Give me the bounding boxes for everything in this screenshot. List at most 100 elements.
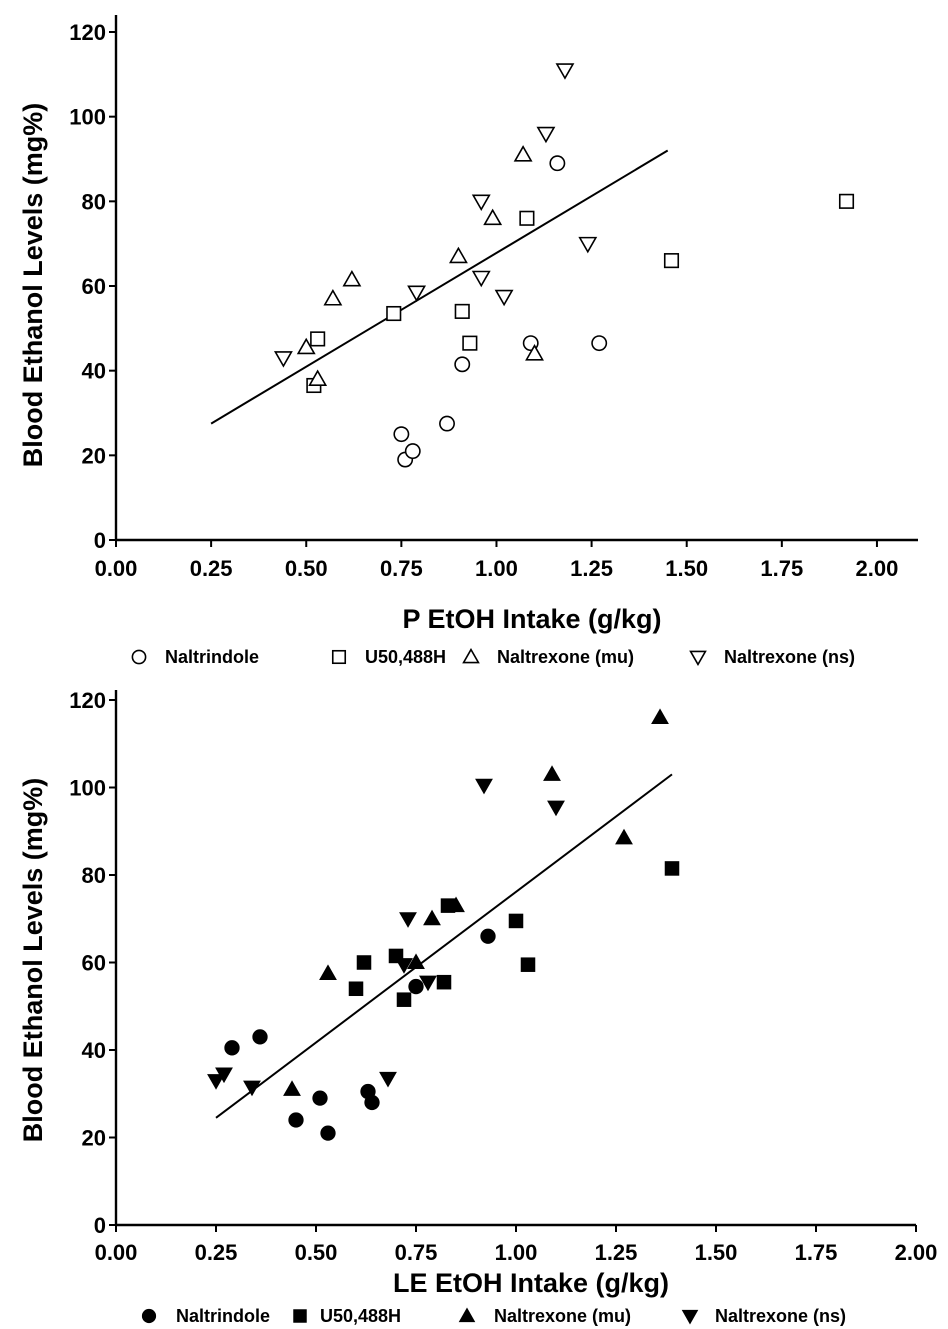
top-point-naltrexone-ns <box>536 126 556 144</box>
top-y-tick-label: 40 <box>82 359 106 384</box>
top-point-u50-488h <box>462 335 478 351</box>
bottom-x-tick-label: 1.25 <box>595 1240 638 1265</box>
top-point-u50-488h <box>663 253 680 269</box>
bottom-point-naltrexone-mu <box>543 765 561 781</box>
top-x-tick-label: 1.75 <box>760 556 803 581</box>
top-legend-label-naltrexone-mu: Naltrexone (mu) <box>497 647 634 667</box>
bottom-x-tick-label: 2.00 <box>895 1240 938 1265</box>
top-x-tick-label: 1.00 <box>475 556 518 581</box>
bottom-point-naltrindole <box>364 1094 380 1111</box>
bottom-series-naltrindole <box>224 928 496 1141</box>
top-point-naltrindole <box>404 443 421 460</box>
top-legend-label-naltrindole: Naltrindole <box>165 647 259 667</box>
bottom-point-naltrexone-ns <box>395 958 413 974</box>
bottom-y-tick-label: 40 <box>82 1038 106 1063</box>
bottom-x-tick-label: 0.75 <box>395 1240 438 1265</box>
top-x-tick-label: 1.50 <box>665 556 708 581</box>
bottom-y-tick-label: 60 <box>82 951 106 976</box>
bottom-legend: Naltrindole U50,488H Naltrexone (mu) Naltre… <box>141 1306 846 1326</box>
top-point-naltrexone-mu <box>525 344 544 361</box>
top-point-naltrexone-ns <box>471 270 491 288</box>
bottom-x-tick-label: 1.00 <box>495 1240 538 1265</box>
bottom-point-naltrexone-ns <box>215 1067 233 1084</box>
bottom-y-tick-label: 100 <box>69 776 106 801</box>
bottom-legend-marker-u50-488h <box>293 1309 307 1323</box>
top-point-naltrexone-mu <box>513 145 533 162</box>
top-y-axis-title: Blood Ethanol Levels (mg%) <box>18 103 48 468</box>
bottom-y-tick-label: 120 <box>69 688 106 713</box>
top-series-naltrindole <box>393 155 608 468</box>
bottom-point-naltrindole <box>312 1090 328 1106</box>
bottom-point-u50-488h <box>508 913 524 929</box>
bottom-point-naltrexone-ns <box>475 778 493 795</box>
top-point-naltrexone-ns <box>407 285 427 303</box>
bottom-x-tick-label: 0.25 <box>195 1240 238 1265</box>
top-series-naltrexone-mu <box>296 145 544 386</box>
bottom-point-naltrexone-mu <box>615 828 633 845</box>
top-regression-line <box>210 149 669 425</box>
bottom-point-naltrexone-ns <box>547 800 565 817</box>
top-x-axis-title: P EtOH Intake (g/kg) <box>402 604 661 634</box>
top-legend-marker-naltrexone-mu <box>462 647 480 664</box>
bottom-point-naltrindole <box>320 1125 336 1141</box>
bottom-series-naltrexone-mu <box>283 708 669 1096</box>
bottom-x-tick-label: 1.50 <box>695 1240 738 1265</box>
top-y-tick-label: 0 <box>94 528 106 553</box>
bottom-y-axis-title: Blood Ethanol Levels (mg%) <box>18 778 48 1143</box>
top-point-naltrindole <box>454 356 471 373</box>
bottom-point-u50-488h <box>436 974 452 990</box>
bottom-point-naltrindole <box>224 1040 240 1056</box>
top-point-naltrindole <box>549 155 566 172</box>
bottom-point-naltrindole <box>252 1029 268 1045</box>
top-point-u50-488h <box>454 303 470 319</box>
top-point-u50-488h <box>838 193 855 209</box>
top-y-tick-label: 120 <box>69 20 106 45</box>
top-point-u50-488h <box>519 210 535 226</box>
top-point-naltrindole <box>439 415 455 432</box>
top-point-naltrexone-ns <box>273 351 293 368</box>
bottom-series-u50-488h <box>348 861 680 1007</box>
top-legend: Naltrindole U50,488H Naltrexone (mu) Naltre… <box>131 647 855 667</box>
top-point-naltrexone-mu <box>323 289 343 306</box>
top-point-naltrexone-mu <box>448 246 468 264</box>
bottom-point-naltrexone-mu <box>319 964 337 980</box>
top-point-naltrindole <box>393 426 410 443</box>
top-series-u50-488h <box>306 193 855 394</box>
bottom-point-u50-488h <box>520 957 536 972</box>
top-x-tick-label: 0.25 <box>190 556 233 581</box>
top-y-tick-label: 100 <box>69 105 106 130</box>
top-x-tick-label: 1.25 <box>570 556 613 581</box>
bottom-point-u50-488h <box>396 992 412 1007</box>
top-point-naltrexone-ns <box>578 236 598 254</box>
top-point-naltrexone-mu <box>308 369 328 386</box>
bottom-legend-marker-naltrexone-mu <box>458 1307 476 1323</box>
bottom-x-tick-label: 0.00 <box>95 1240 138 1265</box>
bottom-y-tick-label: 20 <box>82 1126 106 1151</box>
bottom-point-naltrexone-ns <box>399 912 417 928</box>
bottom-y-tick-label: 0 <box>94 1213 106 1238</box>
top-point-naltrindole <box>591 335 608 352</box>
top-point-u50-488h <box>386 305 402 322</box>
bottom-point-naltrexone-ns <box>379 1071 397 1088</box>
top-legend-marker-naltrindole <box>131 649 147 665</box>
bottom-x-tick-label: 1.75 <box>795 1240 838 1265</box>
chart-bottom: 0.00 0.25 0.50 0.75 1.00 1.25 1.50 1.75 2.00 0 20 4… <box>18 688 937 1326</box>
bottom-point-naltrexone-ns <box>243 1080 261 1097</box>
top-x-tick-label: 0.00 <box>95 556 138 581</box>
top-legend-label-u50-488h: U50,488H <box>365 647 446 667</box>
bottom-x-axis-title: LE EtOH Intake (g/kg) <box>393 1268 669 1298</box>
top-point-u50-488h <box>310 331 326 347</box>
bottom-point-naltrexone-mu <box>651 708 669 725</box>
bottom-point-u50-488h <box>348 981 364 997</box>
top-legend-marker-naltrexone-ns <box>689 650 707 667</box>
bottom-y-tick-label: 80 <box>82 863 106 888</box>
bottom-point-naltrexone-mu <box>447 896 465 913</box>
bottom-legend-marker-naltrindole <box>141 1308 157 1324</box>
top-y-tick-label: 60 <box>82 274 106 299</box>
top-point-naltrexone-ns <box>471 194 491 212</box>
top-legend-label-naltrexone-ns: Naltrexone (ns) <box>724 647 855 667</box>
bottom-point-naltrexone-ns <box>207 1074 225 1090</box>
bottom-point-naltrexone-mu <box>283 1080 301 1096</box>
bottom-series-naltrexone-ns <box>207 778 565 1097</box>
top-point-naltrexone-ns <box>555 63 575 80</box>
